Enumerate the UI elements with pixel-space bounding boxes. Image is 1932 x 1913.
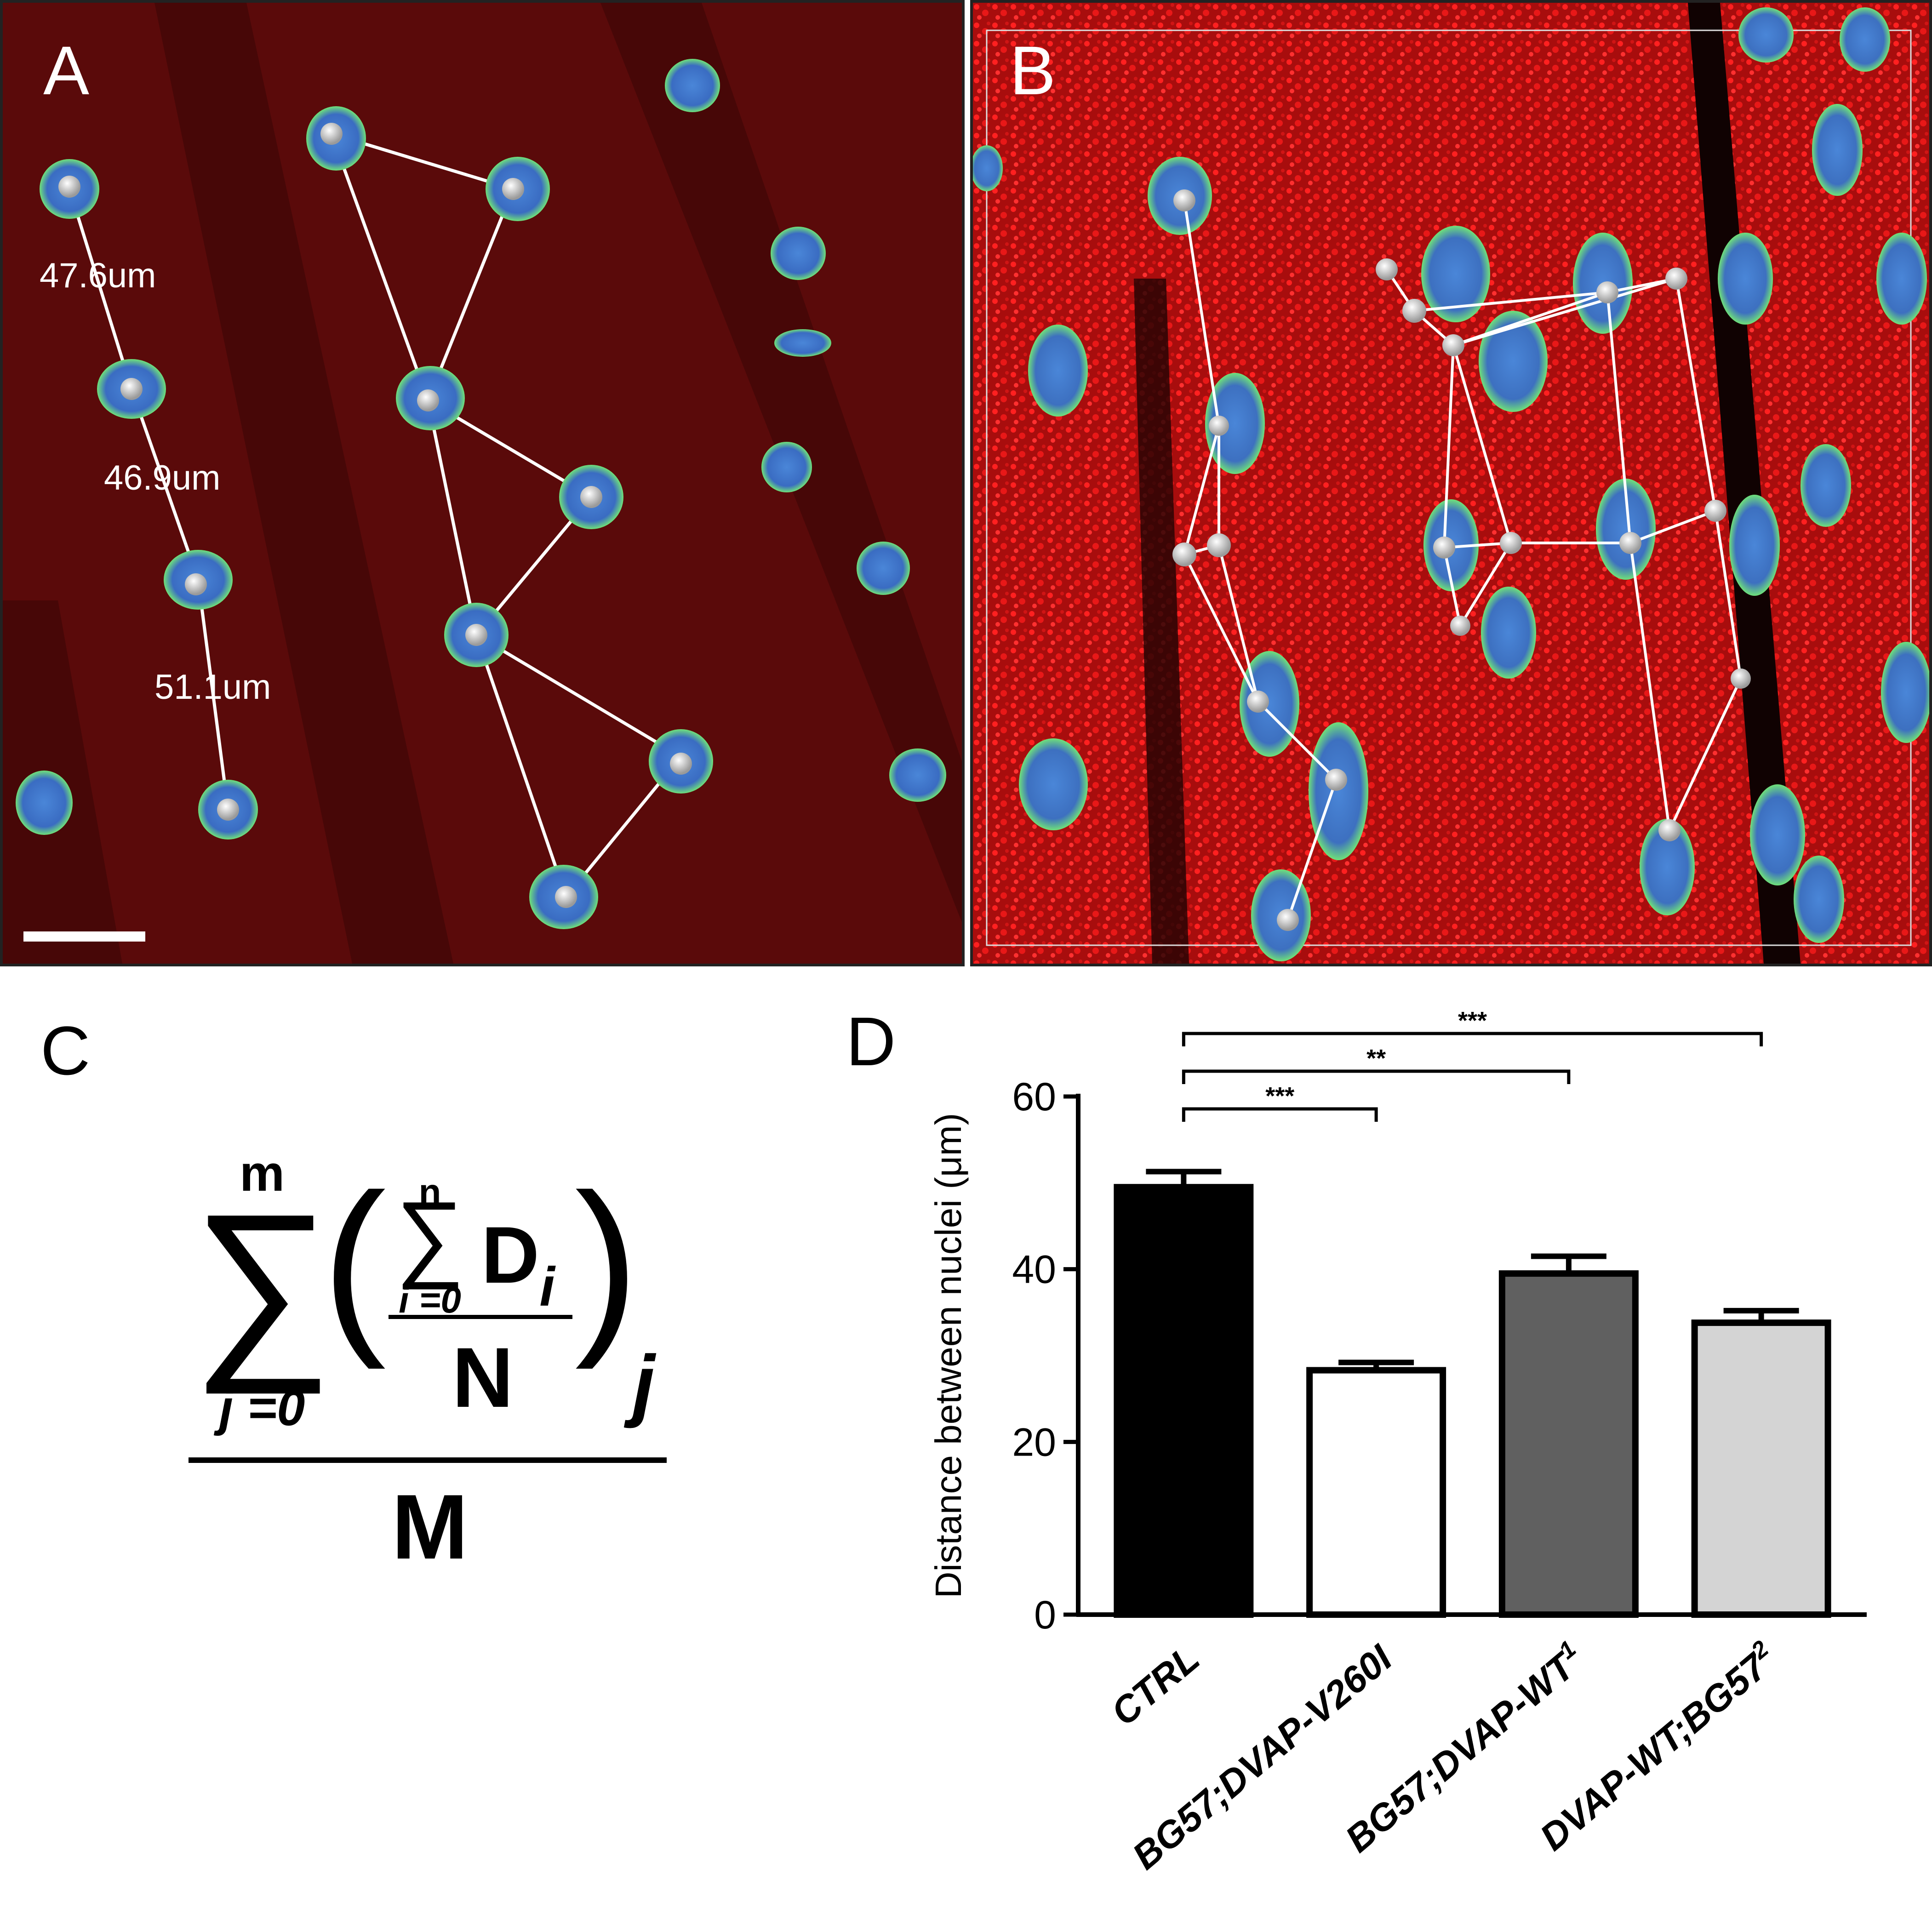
significance-bracket <box>1182 1069 1571 1084</box>
significance-label: *** <box>1458 1007 1487 1034</box>
panel-label-b: B <box>1010 32 1056 109</box>
panel-a-image: 47.6um 46.9um 51.1um A <box>0 0 965 966</box>
bounding-frame <box>986 29 1912 946</box>
bar <box>1498 1270 1639 1618</box>
right-paren: ) <box>575 1154 639 1371</box>
nucleus <box>774 329 831 357</box>
marker-spheres <box>58 123 692 908</box>
nucleus-track-1 <box>68 188 230 810</box>
nucleus <box>857 542 910 595</box>
inner-sum-lower: i =0 <box>399 1279 461 1320</box>
significance-label: ** <box>1366 1045 1386 1072</box>
panel-label-c: C <box>40 1012 91 1089</box>
panel-label-d: D <box>846 1003 896 1080</box>
denominator: M <box>392 1476 469 1578</box>
y-tick-label: 0 <box>1034 1593 1056 1637</box>
dark-gap <box>1134 279 1189 964</box>
outer-sum-sign: ∑ <box>192 1173 333 1395</box>
dark-gap <box>1688 3 1801 964</box>
nucleus <box>761 442 812 492</box>
inner-denominator: N <box>452 1331 514 1425</box>
fiber-band <box>154 3 453 964</box>
summand-subscript: i <box>539 1256 556 1318</box>
significance-bracket <box>1182 1107 1378 1122</box>
x-tick-superscript: 1 <box>1554 1635 1581 1664</box>
measurement-label-2: 46.9um <box>104 458 221 497</box>
bar <box>1114 1184 1254 1618</box>
y-tick-label: 60 <box>1012 1075 1056 1119</box>
scale-bar <box>23 931 145 942</box>
y-tick-label: 20 <box>1012 1420 1056 1464</box>
main-fraction-bar <box>189 1457 667 1463</box>
nucleus-track-2 <box>330 132 684 901</box>
inner-sum-sign: ∑ <box>395 1182 464 1290</box>
inner-sum-upper: n <box>419 1171 441 1212</box>
panel-a-micrograph <box>3 3 962 964</box>
panel-d-chart: D 0 20 40 60 Distance between nuclei (μm) CTR… <box>823 988 1932 1911</box>
measurement-label-3: 51.1um <box>154 668 271 707</box>
bar <box>1691 1319 1831 1618</box>
panel-b-micrograph <box>973 3 1929 964</box>
panel-b-image: B <box>970 0 1932 966</box>
x-tick-label: CTRL <box>1103 1637 1207 1734</box>
panel-label-a: A <box>43 32 90 109</box>
panel-c-formula: m ∑ j =0 ( n ∑ i =0 D i N ) j M <box>0 988 782 1678</box>
left-paren: ( <box>322 1154 386 1371</box>
nuclei <box>973 7 1929 961</box>
nucleus <box>771 227 826 280</box>
measurement-label-1: 47.6um <box>40 256 156 295</box>
x-tick-superscript: 2 <box>1746 1635 1774 1665</box>
outer-sum-upper: m <box>240 1145 285 1202</box>
nucleus <box>665 59 720 112</box>
significance-label: *** <box>1265 1082 1294 1110</box>
marker-spheres <box>1172 189 1751 931</box>
outer-sum-lower: j =0 <box>214 1380 305 1436</box>
nucleus <box>16 771 73 835</box>
nucleus <box>889 748 946 802</box>
significance-bracket <box>1182 1032 1763 1046</box>
bar <box>1306 1367 1446 1618</box>
inner-fraction-bar <box>389 1315 572 1319</box>
summand: D <box>481 1211 539 1300</box>
formula-graphic: m ∑ j =0 ( n ∑ i =0 D i N ) j M <box>189 1145 667 1578</box>
y-axis-label: Distance between nuclei (μm) <box>928 1113 969 1598</box>
y-tick-label: 40 <box>1012 1248 1056 1292</box>
